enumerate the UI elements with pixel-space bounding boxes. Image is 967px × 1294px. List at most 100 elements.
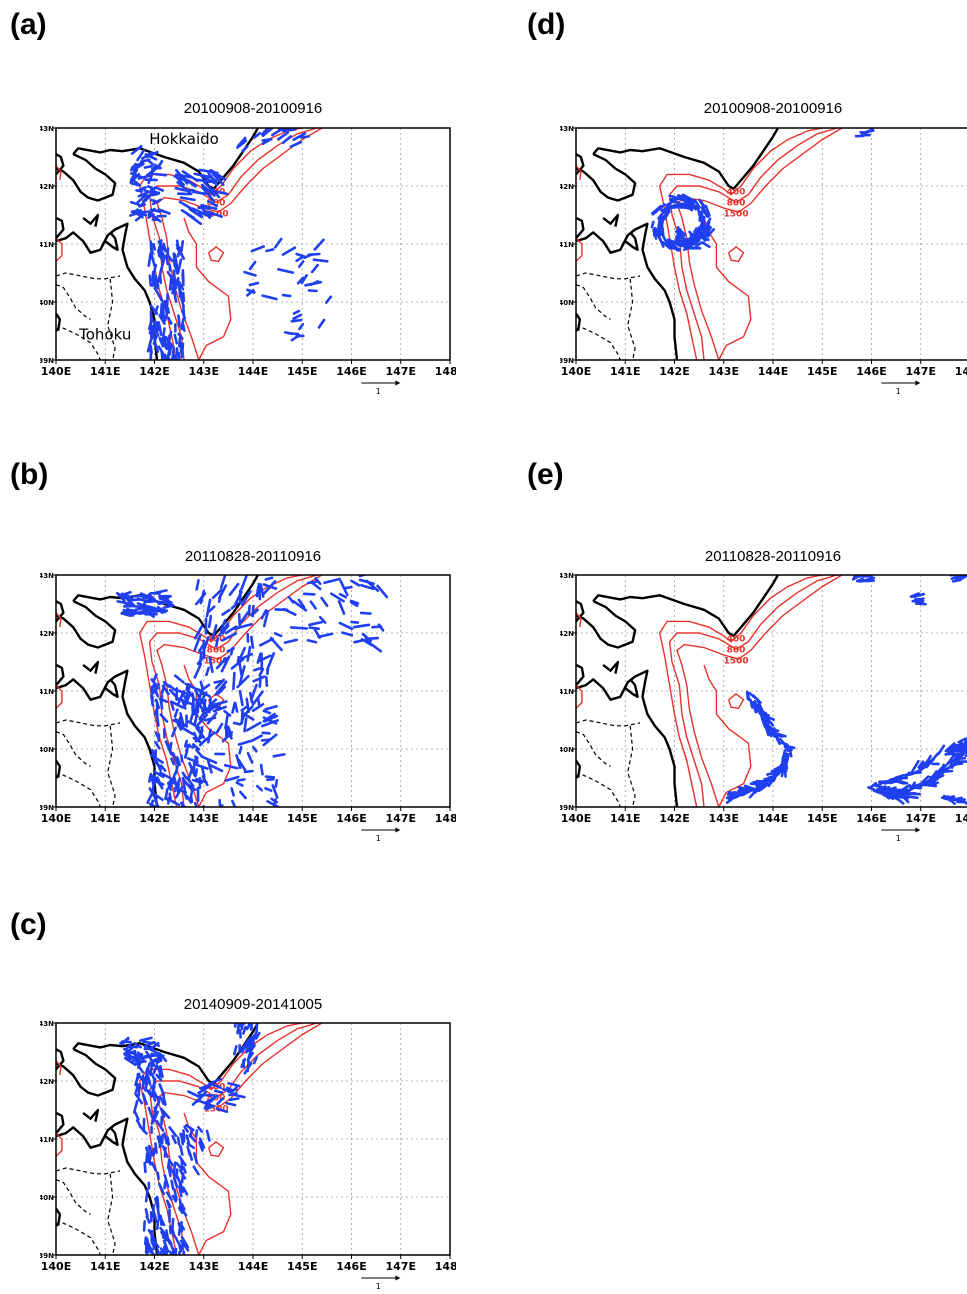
- velocity-vector: [136, 1084, 138, 1091]
- lat-tick-label: 41N: [40, 688, 54, 696]
- velocity-vector: [183, 1252, 184, 1264]
- velocity-vector: [220, 800, 221, 811]
- velocity-vector: [257, 786, 261, 790]
- coast-line: [593, 128, 778, 189]
- velocity-vector: [251, 1020, 252, 1030]
- border-line: [628, 279, 635, 360]
- coast-line: [56, 601, 115, 647]
- velocity-vector: [123, 613, 132, 614]
- velocity-vector: [261, 765, 262, 774]
- velocity-vector: [182, 1174, 183, 1183]
- velocity-vector: [180, 1146, 182, 1154]
- lat-tick-label: 43N: [560, 572, 574, 580]
- gridlines: [56, 1023, 450, 1255]
- isobath: [184, 218, 231, 360]
- velocity-vector: [245, 719, 247, 732]
- velocity-vector: [910, 773, 921, 774]
- velocity-vector: [208, 730, 210, 742]
- scale-arrow-head: [915, 381, 920, 386]
- lon-tick-label: 148E: [955, 812, 967, 825]
- lat-tick-label: 39N: [40, 804, 54, 812]
- coast-line: [56, 665, 63, 685]
- velocity-vector: [196, 750, 202, 757]
- velocity-vector: [161, 304, 162, 318]
- velocity-vector: [179, 1252, 181, 1262]
- contour-label: 400: [727, 635, 746, 645]
- velocity-vector: [250, 693, 252, 702]
- velocity-vector: [152, 257, 155, 266]
- velocity-vector: [790, 748, 792, 756]
- border-line: [56, 1168, 120, 1174]
- velocity-vector: [266, 777, 274, 778]
- velocity-vector: [181, 756, 182, 762]
- border-line: [576, 273, 640, 279]
- lon-tick-label: 147E: [386, 1260, 416, 1273]
- velocity-vector: [145, 607, 151, 609]
- prefecture-borders: [576, 720, 640, 807]
- velocity-vector: [170, 743, 171, 749]
- velocity-vector: [663, 229, 664, 237]
- velocity-vector: [939, 746, 944, 754]
- velocity-vector: [146, 180, 157, 181]
- panel-b-title: 20110828-20110916: [56, 548, 450, 565]
- lat-tick-label: 42N: [560, 630, 574, 638]
- gridlines: [576, 128, 967, 360]
- velocity-vector: [135, 1112, 139, 1120]
- velocity-vector: [162, 1232, 163, 1238]
- velocity-vector: [225, 711, 231, 715]
- velocity-vector: [180, 1184, 181, 1191]
- velocity-vector: [262, 740, 270, 741]
- velocity-vector: [230, 584, 238, 595]
- velocity-vector: [193, 192, 205, 194]
- scale-label: 1: [896, 387, 901, 394]
- velocity-vector: [151, 801, 153, 806]
- velocity-vector: [866, 581, 873, 582]
- velocity-vector: [352, 581, 360, 586]
- lat-tick-label: 41N: [40, 241, 54, 249]
- velocity-vector: [319, 634, 333, 637]
- coast-line: [576, 601, 635, 647]
- current-vectors: [117, 573, 387, 815]
- velocity-vector: [235, 703, 237, 712]
- velocity-vector: [156, 590, 167, 592]
- velocity-vector: [239, 614, 240, 625]
- coast-line: [603, 662, 618, 674]
- velocity-vector: [217, 724, 222, 732]
- isobath: [209, 1142, 224, 1157]
- velocity-vector: [184, 1168, 186, 1173]
- velocity-vector: [240, 792, 245, 798]
- lon-tick-label: 146E: [336, 812, 366, 825]
- contour-label: 400: [727, 188, 746, 198]
- velocity-vector: [232, 788, 234, 795]
- velocity-vector: [785, 754, 786, 760]
- velocity-vector: [240, 1030, 241, 1037]
- velocity-vector: [175, 778, 177, 787]
- lon-tick-label: 142E: [659, 812, 689, 825]
- velocity-vector: [309, 290, 317, 291]
- panel-c-label: (c): [10, 908, 47, 942]
- isobath: [704, 665, 751, 807]
- lon-tick-label: 140E: [41, 365, 71, 378]
- border-line: [576, 720, 640, 726]
- lon-tick-label: 148E: [955, 365, 967, 378]
- velocity-vector: [158, 1097, 159, 1102]
- coast-line: [56, 1049, 115, 1095]
- velocity-vector: [243, 1027, 245, 1033]
- velocity-vector: [183, 270, 184, 281]
- velocity-vector: [747, 692, 749, 700]
- lon-tick-label: 144E: [238, 812, 268, 825]
- lon-tick-label: 142E: [139, 812, 169, 825]
- isobath: [209, 247, 224, 262]
- velocity-vector: [755, 706, 757, 712]
- lon-tick-label: 141E: [610, 812, 640, 825]
- coast-line: [73, 1023, 258, 1084]
- velocity-vector: [319, 320, 324, 327]
- velocity-vector: [175, 710, 177, 717]
- velocity-vector: [145, 1238, 146, 1244]
- velocity-vector: [196, 700, 198, 712]
- lat-tick-label: 41N: [560, 688, 574, 696]
- place-label-hokkaido: Hokkaido: [149, 130, 219, 148]
- lat-tick-label: 42N: [40, 1078, 54, 1086]
